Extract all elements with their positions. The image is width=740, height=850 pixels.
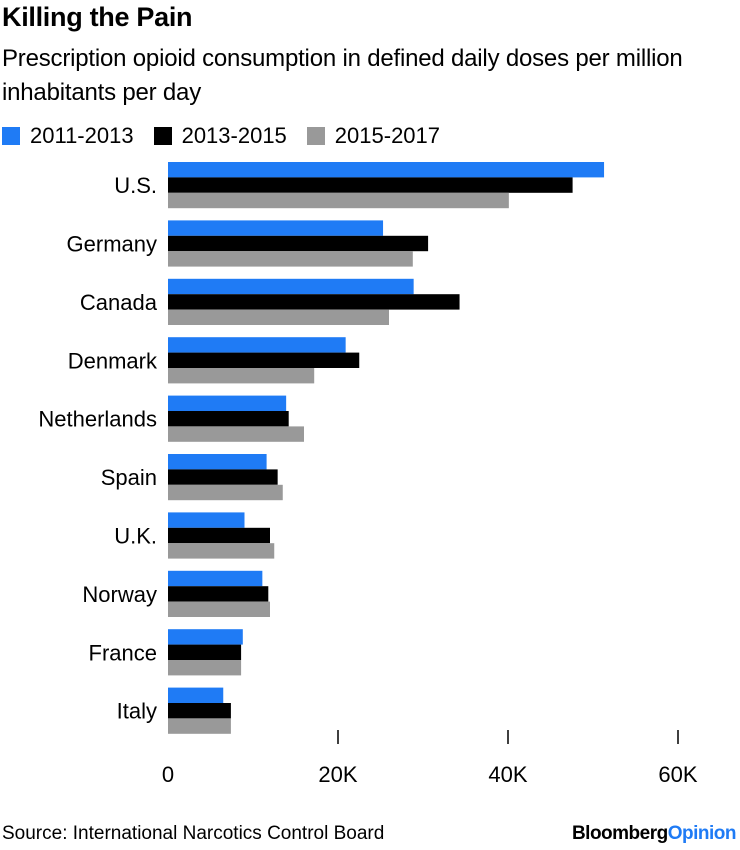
bar-italy-2015-2017: [168, 718, 231, 734]
bar-canada-2011-2013: [168, 278, 414, 295]
bar-u-s-2013-2015: [168, 177, 573, 193]
bar-france-2015-2017: [168, 660, 242, 676]
source-note: Source: International Narcotics Control …: [2, 823, 385, 844]
bar-denmark-2015-2017: [168, 368, 315, 384]
category-label-italy: Italy: [117, 699, 157, 724]
bar-u-k-2015-2017: [168, 543, 275, 559]
category-label-denmark: Denmark: [68, 348, 158, 373]
bar-netherlands-2011-2013: [168, 395, 287, 411]
legend-item-2013-2015: 2013-2015: [153, 123, 287, 149]
bar-italy-2011-2013: [168, 687, 224, 703]
bar-u-k-2013-2015: [168, 527, 270, 544]
bar-france-2011-2013: [168, 629, 243, 645]
bar-netherlands-2015-2017: [168, 426, 304, 442]
logo-bloomberg: Bloomberg: [571, 823, 668, 844]
legend-swatch-2013-2015: [153, 127, 172, 145]
bar-u-k-2011-2013: [168, 512, 245, 528]
bar-spain-2013-2015: [168, 469, 278, 485]
legend: 2011-2013 2013-2015 2015-2017: [2, 123, 460, 149]
category-label-spain: Spain: [101, 465, 157, 490]
bar-canada-2013-2015: [168, 294, 460, 310]
bar-u-s-2011-2013: [168, 162, 605, 178]
category-label-norway: Norway: [82, 582, 157, 607]
legend-label-2015-2017: 2015-2017: [334, 123, 441, 148]
x-tick-label-60k: 60K: [658, 762, 697, 787]
category-label-u-k: U.K.: [114, 524, 157, 549]
bar-denmark-2011-2013: [168, 337, 346, 353]
category-label-germany: Germany: [67, 232, 157, 257]
bloomberg-opinion-logo: BloombergOpinion: [571, 823, 737, 845]
bar-spain-2011-2013: [168, 454, 267, 470]
logo-opinion: Opinion: [667, 823, 737, 844]
bar-canada-2015-2017: [168, 309, 389, 325]
bar-u-s-2015-2017: [168, 192, 509, 209]
bar-germany-2015-2017: [168, 251, 413, 267]
bar-norway-2011-2013: [168, 570, 263, 587]
legend-label-2011-2013: 2011-2013: [30, 123, 134, 148]
category-label-canada: Canada: [80, 290, 158, 315]
bar-chart: U.S. Germany Canada Denmark Netherlands Spain…: [38, 162, 698, 787]
bar-france-2013-2015: [168, 644, 242, 660]
x-tick-label-0: 0: [162, 762, 174, 787]
legend-swatch-2011-2013: [2, 127, 20, 145]
bar-italy-2013-2015: [168, 703, 231, 719]
bar-norway-2015-2017: [168, 601, 270, 617]
category-label-u-s: U.S.: [114, 173, 157, 198]
chart-title: Killing the Pain: [2, 2, 193, 32]
x-tick-label-40k: 40K: [488, 762, 527, 787]
x-tick-label-20k: 20K: [318, 762, 357, 787]
legend-item-2015-2017: 2015-2017: [306, 123, 441, 149]
bar-denmark-2013-2015: [168, 352, 360, 368]
bar-germany-2013-2015: [168, 235, 429, 252]
legend-label-2013-2015: 2013-2015: [181, 123, 287, 148]
bar-germany-2011-2013: [168, 220, 384, 236]
chart-subtitle: Prescription opioid consumption in defin…: [2, 45, 683, 106]
legend-swatch-2015-2017: [306, 127, 325, 145]
category-label-france: France: [89, 640, 157, 665]
bar-norway-2013-2015: [168, 586, 269, 602]
category-label-netherlands: Netherlands: [38, 407, 157, 432]
footer: Source: International Narcotics Control …: [2, 823, 738, 845]
legend-item-2011-2013: 2011-2013: [2, 123, 134, 149]
bar-spain-2015-2017: [168, 484, 283, 501]
bar-netherlands-2013-2015: [168, 411, 289, 427]
